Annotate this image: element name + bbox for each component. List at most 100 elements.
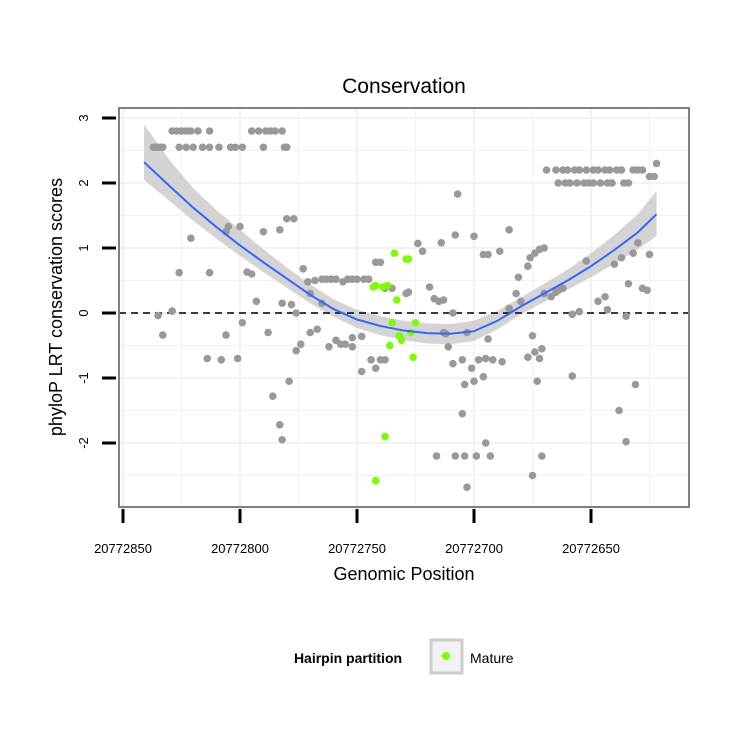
- data-point-other: [610, 260, 619, 269]
- y-tick-label: 1: [76, 244, 91, 251]
- data-point-other: [268, 392, 277, 401]
- data-point-other: [425, 283, 434, 291]
- data-point-other: [259, 227, 268, 236]
- data-point-other: [631, 380, 640, 389]
- data-point-other: [514, 273, 523, 282]
- points-mature-series: [369, 249, 420, 485]
- data-point-other: [336, 340, 345, 349]
- data-point-other: [205, 143, 214, 152]
- data-point-other: [535, 354, 544, 363]
- data-point-mature: [409, 353, 417, 362]
- data-point-other: [376, 258, 385, 267]
- data-point-mature: [381, 432, 389, 441]
- data-point-other: [364, 275, 373, 284]
- data-point-other: [287, 300, 296, 309]
- data-point-other: [481, 354, 490, 363]
- data-point-other: [252, 297, 261, 306]
- data-point-other: [484, 335, 492, 343]
- x-axis-title: Genomic Position: [333, 564, 474, 584]
- data-point-other: [594, 297, 602, 306]
- data-point-other: [444, 343, 453, 351]
- data-point-other: [531, 348, 539, 356]
- data-point-other: [325, 343, 333, 351]
- x-tick-label: 20772750: [328, 541, 386, 556]
- data-point-other: [304, 278, 312, 286]
- smooth-fit-line: [143, 161, 658, 335]
- data-point-other: [311, 276, 319, 285]
- data-point-other: [187, 234, 195, 243]
- data-point-other: [449, 359, 457, 368]
- data-point-other: [526, 253, 534, 262]
- data-point-other: [601, 292, 609, 301]
- data-point-other: [505, 226, 513, 234]
- data-point-other: [175, 143, 183, 152]
- data-point-other: [470, 232, 478, 241]
- legend: Hairpin partition Mature: [294, 638, 514, 675]
- data-point-other: [533, 377, 541, 386]
- data-point-mature: [411, 318, 420, 327]
- data-point-other: [292, 309, 300, 317]
- data-point-other: [238, 318, 247, 327]
- data-point-other: [512, 289, 520, 298]
- data-point-other: [498, 357, 506, 366]
- data-point-other: [313, 325, 322, 334]
- data-point-other: [238, 143, 247, 152]
- data-point-other: [222, 331, 230, 339]
- data-point-other: [285, 377, 293, 386]
- data-point-other: [622, 312, 630, 321]
- data-point-other: [538, 452, 546, 460]
- data-point-other: [168, 307, 176, 315]
- data-point-other: [418, 247, 427, 256]
- data-point-other: [458, 356, 467, 364]
- data-point-other: [566, 179, 574, 187]
- data-point-other: [472, 452, 481, 460]
- data-point-mature: [371, 476, 380, 485]
- data-point-other: [563, 166, 572, 174]
- data-point-other: [439, 296, 448, 304]
- data-point-other: [634, 239, 642, 247]
- data-point-other: [652, 159, 661, 168]
- data-point-mature: [388, 318, 396, 327]
- data-point-other: [278, 127, 286, 135]
- data-point-other: [233, 354, 242, 363]
- data-point-other: [292, 346, 300, 355]
- data-point-other: [568, 310, 577, 319]
- data-point-other: [371, 364, 380, 373]
- data-point-other: [524, 353, 532, 362]
- x-axis: 20772850 20772800 20772750 20772700 20772650: [94, 509, 620, 556]
- data-point-other: [479, 372, 488, 381]
- data-point-other: [247, 127, 256, 135]
- data-point-other: [463, 483, 471, 492]
- data-point-other: [432, 452, 441, 460]
- data-point-other: [517, 297, 525, 306]
- y-tick-label: 0: [76, 309, 91, 316]
- data-point-other: [645, 250, 654, 259]
- data-point-other: [414, 239, 422, 248]
- data-point-other: [404, 288, 413, 297]
- data-point-other: [158, 143, 167, 152]
- data-point-other: [217, 356, 226, 364]
- data-point-other: [278, 435, 286, 444]
- data-point-other: [158, 331, 167, 339]
- data-point-other: [547, 292, 556, 301]
- data-point-mature: [390, 249, 399, 257]
- data-point-other: [538, 344, 546, 353]
- y-tick-label: -2: [76, 437, 91, 449]
- data-point-other: [554, 179, 563, 187]
- plot-border: [118, 107, 690, 508]
- smooth-fit-layer: [143, 161, 658, 335]
- y-axis: -2 -1 0 1 2 3: [76, 114, 116, 449]
- data-point-other: [154, 311, 162, 320]
- data-point-other: [236, 222, 244, 231]
- y-tick-label: 2: [76, 179, 91, 186]
- data-point-other: [481, 439, 490, 447]
- data-point-other: [271, 127, 279, 135]
- y-axis-title: phyloP LRT conservation scores: [46, 178, 66, 436]
- data-point-other: [552, 166, 560, 174]
- data-point-other: [381, 356, 389, 364]
- data-point-other: [254, 127, 263, 135]
- data-point-other: [505, 304, 513, 313]
- data-point-other: [573, 179, 581, 187]
- data-point-other: [460, 452, 469, 460]
